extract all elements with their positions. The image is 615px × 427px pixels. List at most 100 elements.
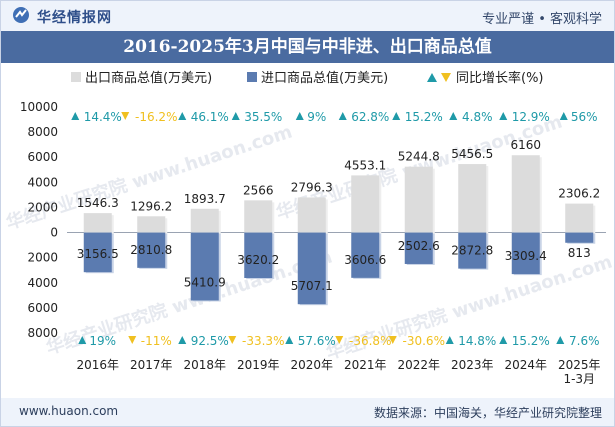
up-triangle-icon — [71, 112, 80, 120]
brand-name: 华经情报网 — [37, 10, 112, 26]
x-tick-label: 2019年 — [237, 358, 280, 372]
import-value-label: 2872.8 — [451, 244, 493, 258]
export-growth-label: 14.4% — [71, 110, 122, 124]
legend-up-triangle — [427, 73, 437, 82]
y-tick-label: 6000 — [27, 301, 58, 315]
top-bar: 华经情报网 专业严谨 • 客观科学 — [1, 1, 614, 31]
up-triangle-icon — [338, 112, 347, 120]
import-growth-label: -30.6% — [388, 334, 445, 348]
bar-import — [404, 232, 433, 264]
x-tick-label: 2021年 — [344, 358, 387, 372]
export-growth-label-text: 12.9% — [512, 110, 550, 124]
x-tick-line: 1-3月 — [563, 372, 595, 386]
bar-import — [511, 232, 540, 275]
export-growth-label-text: -16.2% — [135, 110, 177, 124]
bar-export — [190, 208, 219, 233]
y-tick-label: 4000 — [27, 175, 58, 189]
import-growth-label-text: -33.3% — [242, 334, 284, 348]
bar-import — [565, 232, 594, 243]
export-growth-label-text: 35.5% — [244, 110, 282, 124]
export-growth-label: 56% — [559, 110, 598, 124]
import-growth-label: 7.6% — [556, 334, 600, 348]
export-growth-label: 46.1% — [178, 110, 229, 124]
bar-import — [137, 232, 166, 268]
export-growth-label: 4.8% — [449, 110, 493, 124]
export-growth-label-text: 15.2% — [405, 110, 443, 124]
x-tick-line: 2022年 — [397, 358, 440, 372]
export-growth-label-text: 62.8% — [351, 110, 389, 124]
x-tick-label: 2024年 — [504, 358, 547, 372]
export-value-label: 4553.1 — [344, 158, 386, 172]
y-tick-label: 6000 — [27, 150, 58, 164]
import-growth-label: 92.5% — [178, 334, 229, 348]
bar-import — [458, 232, 487, 269]
import-growth-label-text: 57.6% — [298, 334, 336, 348]
import-growth-label: 14.8% — [445, 334, 496, 348]
x-tick-line: 2025年 — [558, 358, 601, 372]
legend: 出口商品总值(万美元) 进口商品总值(万美元) 同比增长率(%) — [71, 70, 544, 86]
import-value-label: 2502.6 — [398, 239, 440, 253]
x-tick-line: 2016年 — [76, 358, 119, 372]
import-growth-label-text: 15.2% — [512, 334, 550, 348]
up-triangle-icon — [285, 336, 294, 344]
x-tick-label: 2023年 — [451, 358, 494, 372]
import-value-label: 3156.5 — [77, 247, 119, 261]
y-tick-label: 2000 — [27, 200, 58, 214]
import-value-label: 3620.2 — [237, 253, 279, 267]
bars — [83, 155, 596, 306]
legend-swatch-export — [71, 72, 81, 82]
logo-icon — [13, 7, 29, 23]
up-triangle-icon — [178, 112, 187, 120]
import-value-label: 813 — [568, 246, 591, 260]
bar-export — [404, 166, 433, 233]
import-growth-label-text: -36.8% — [349, 334, 391, 348]
import-value-label: 2810.8 — [130, 243, 172, 257]
x-tick-label: 2018年 — [183, 358, 226, 372]
export-value-label: 1893.7 — [184, 192, 226, 206]
export-growth-label: 35.5% — [231, 110, 282, 124]
import-value-label: 5707.1 — [291, 279, 333, 293]
export-value-label: 2306.2 — [558, 187, 600, 201]
bar-export — [458, 164, 487, 233]
legend-down-triangle — [441, 73, 451, 82]
x-tick-label: 2016年 — [76, 358, 119, 372]
export-value-label: 6160 — [510, 138, 541, 152]
x-tick-label: 2017年 — [130, 358, 173, 372]
legend-label-growth: 同比增长率(%) — [456, 70, 544, 86]
up-triangle-icon — [445, 336, 454, 344]
x-tick-label: 2025年 1-3月 — [558, 358, 601, 386]
up-triangle-icon — [559, 112, 568, 120]
down-triangle-icon — [228, 336, 237, 344]
up-triangle-icon — [556, 336, 565, 344]
export-growth-label-text: 4.8% — [462, 110, 493, 124]
legend-swatch-import — [247, 72, 257, 82]
export-growth-label: 9% — [295, 110, 326, 124]
bar-import — [297, 232, 326, 305]
data-source: 数据来源：中国海关，华经产业研究院整理 — [373, 406, 602, 420]
site-url: www.huaon.com — [19, 404, 119, 418]
import-growth-label: 57.6% — [285, 334, 336, 348]
bar-export — [137, 216, 166, 233]
export-value-label: 1296.2 — [130, 199, 172, 213]
x-tick-line: 2023年 — [451, 358, 494, 372]
export-growth-label-text: 14.4% — [84, 110, 122, 124]
export-value-label: 2566 — [243, 183, 274, 197]
bar-export — [511, 155, 540, 233]
bar-export — [297, 197, 326, 233]
y-tick-label: 8000 — [27, 125, 58, 139]
up-triangle-icon — [295, 112, 304, 120]
x-tick-label: 2020年 — [290, 358, 333, 372]
import-value-label: 3309.4 — [505, 249, 547, 263]
bar-import — [190, 232, 219, 301]
import-growth-label: -11% — [128, 334, 172, 348]
x-tick-label: 2022年 — [397, 358, 440, 372]
legend-label-export: 出口商品总值(万美元) — [85, 70, 212, 86]
export-growth-label-text: 56% — [571, 110, 598, 124]
up-triangle-icon — [178, 336, 187, 344]
export-growth-label: -16.2% — [121, 110, 177, 124]
export-value-label: 5456.5 — [451, 147, 493, 161]
down-triangle-icon — [335, 336, 344, 344]
export-growth-label: 12.9% — [499, 110, 550, 124]
